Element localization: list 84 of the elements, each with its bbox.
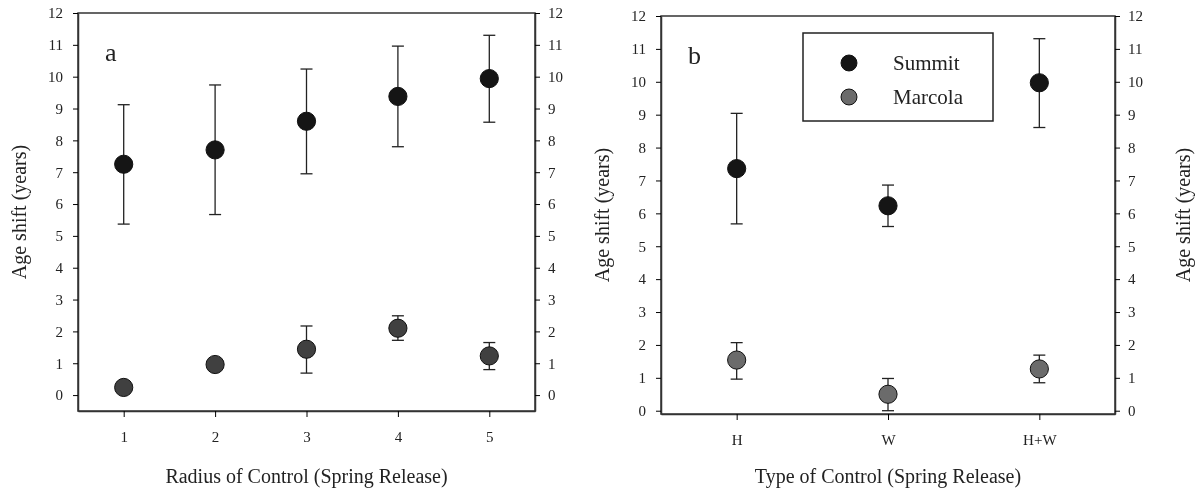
y-tick-label: 3 [55, 291, 63, 308]
y2-tick-label: 2 [1128, 337, 1136, 354]
point [296, 339, 317, 359]
point [296, 111, 317, 131]
y2-tick-label: 7 [1128, 172, 1136, 189]
x-axis-title: Radius of Control (Spring Release) [165, 465, 448, 488]
y-tick-label: 12 [631, 8, 646, 25]
point [205, 140, 225, 160]
point [727, 350, 747, 370]
point [1029, 359, 1049, 379]
y2-tick-label: 0 [1128, 403, 1136, 420]
x-tick-label: 5 [486, 428, 494, 445]
y-tick-label: 12 [48, 5, 63, 22]
y-tick-label: 3 [638, 304, 646, 321]
y2-tick-label: 7 [548, 164, 556, 181]
x-tick-label: H [731, 431, 743, 448]
point [1029, 73, 1049, 93]
y-tick-label: 1 [638, 370, 646, 387]
y2-tick-label: 8 [548, 132, 556, 149]
y-tick-label: 0 [638, 403, 646, 420]
point [114, 154, 134, 174]
y-axis-title: Age shift (years) [591, 147, 614, 283]
point [878, 196, 898, 216]
y2-tick-label: 1 [548, 355, 556, 372]
y2-tick-label: 9 [548, 100, 556, 117]
x-axis-title: Type of Control (Spring Release) [754, 465, 1022, 488]
y2-tick-label: 10 [1128, 74, 1143, 91]
y2-tick-label: 6 [548, 196, 556, 213]
y-tick-label: 8 [55, 132, 63, 149]
y-tick-label: 4 [638, 271, 647, 288]
x-tick-label: 1 [120, 428, 128, 445]
point [479, 69, 499, 89]
y2-tick-label: 10 [548, 68, 563, 85]
y2-tick-label: 0 [548, 387, 556, 404]
annotation: a [105, 38, 117, 67]
point [727, 159, 747, 179]
y2-tick-label: 6 [1128, 205, 1136, 222]
point [388, 86, 408, 106]
y-tick-label: 2 [638, 337, 646, 354]
y-tick-label: 6 [638, 205, 647, 222]
y2-tick-label: 2 [548, 323, 556, 340]
legend-label: Marcola [893, 85, 964, 109]
y-tick-label: 11 [631, 41, 646, 58]
point [205, 354, 225, 375]
y-tick-label: 0 [55, 387, 63, 404]
y-tick-label: 5 [55, 228, 63, 245]
y-tick-label: 6 [55, 196, 64, 213]
y-axis-title: Age shift (years) [8, 144, 31, 280]
x-tick-label: 3 [303, 428, 311, 445]
y2-tick-label: 12 [548, 5, 563, 22]
x-tick-label: 2 [211, 428, 220, 445]
y2-tick-label: 4 [1128, 271, 1136, 288]
y2-tick-label: 12 [1128, 8, 1143, 25]
y2-tick-label: 9 [1128, 106, 1136, 123]
y2-tick-label: 1 [1128, 370, 1136, 387]
y-tick-label: 8 [638, 139, 646, 156]
y2-tick-label: 4 [548, 260, 556, 277]
y-tick-label: 9 [55, 100, 63, 117]
y2-tick-label: 3 [1128, 304, 1136, 321]
y-tick-label: 5 [638, 238, 646, 255]
point [479, 346, 499, 366]
y2-axis-title: Age shift (years) [1172, 147, 1195, 283]
y2-tick-label: 3 [548, 291, 556, 308]
y-tick-label: 10 [48, 68, 63, 85]
y2-tick-label: 11 [1128, 41, 1143, 58]
y-tick-label: 1 [55, 355, 63, 372]
x-tick-label: W [881, 431, 897, 448]
y-tick-label: 10 [631, 74, 646, 91]
point [114, 377, 134, 398]
legend-label: Summit [893, 51, 960, 75]
y-tick-label: 9 [638, 106, 646, 123]
y-tick-label: 11 [48, 37, 63, 54]
y2-tick-label: 8 [1128, 139, 1136, 156]
y-tick-label: 7 [55, 164, 64, 181]
y-tick-label: 4 [55, 260, 64, 277]
x-tick-label: 4 [394, 428, 403, 445]
annotation: b [688, 41, 701, 70]
point [878, 384, 898, 404]
x-tick-label: H+W [1023, 431, 1058, 448]
y2-tick-label: 11 [548, 37, 563, 54]
y-tick-label: 2 [55, 323, 63, 340]
y2-tick-label: 5 [548, 228, 556, 245]
y2-tick-label: 5 [1128, 238, 1136, 255]
y-tick-label: 7 [638, 172, 647, 189]
